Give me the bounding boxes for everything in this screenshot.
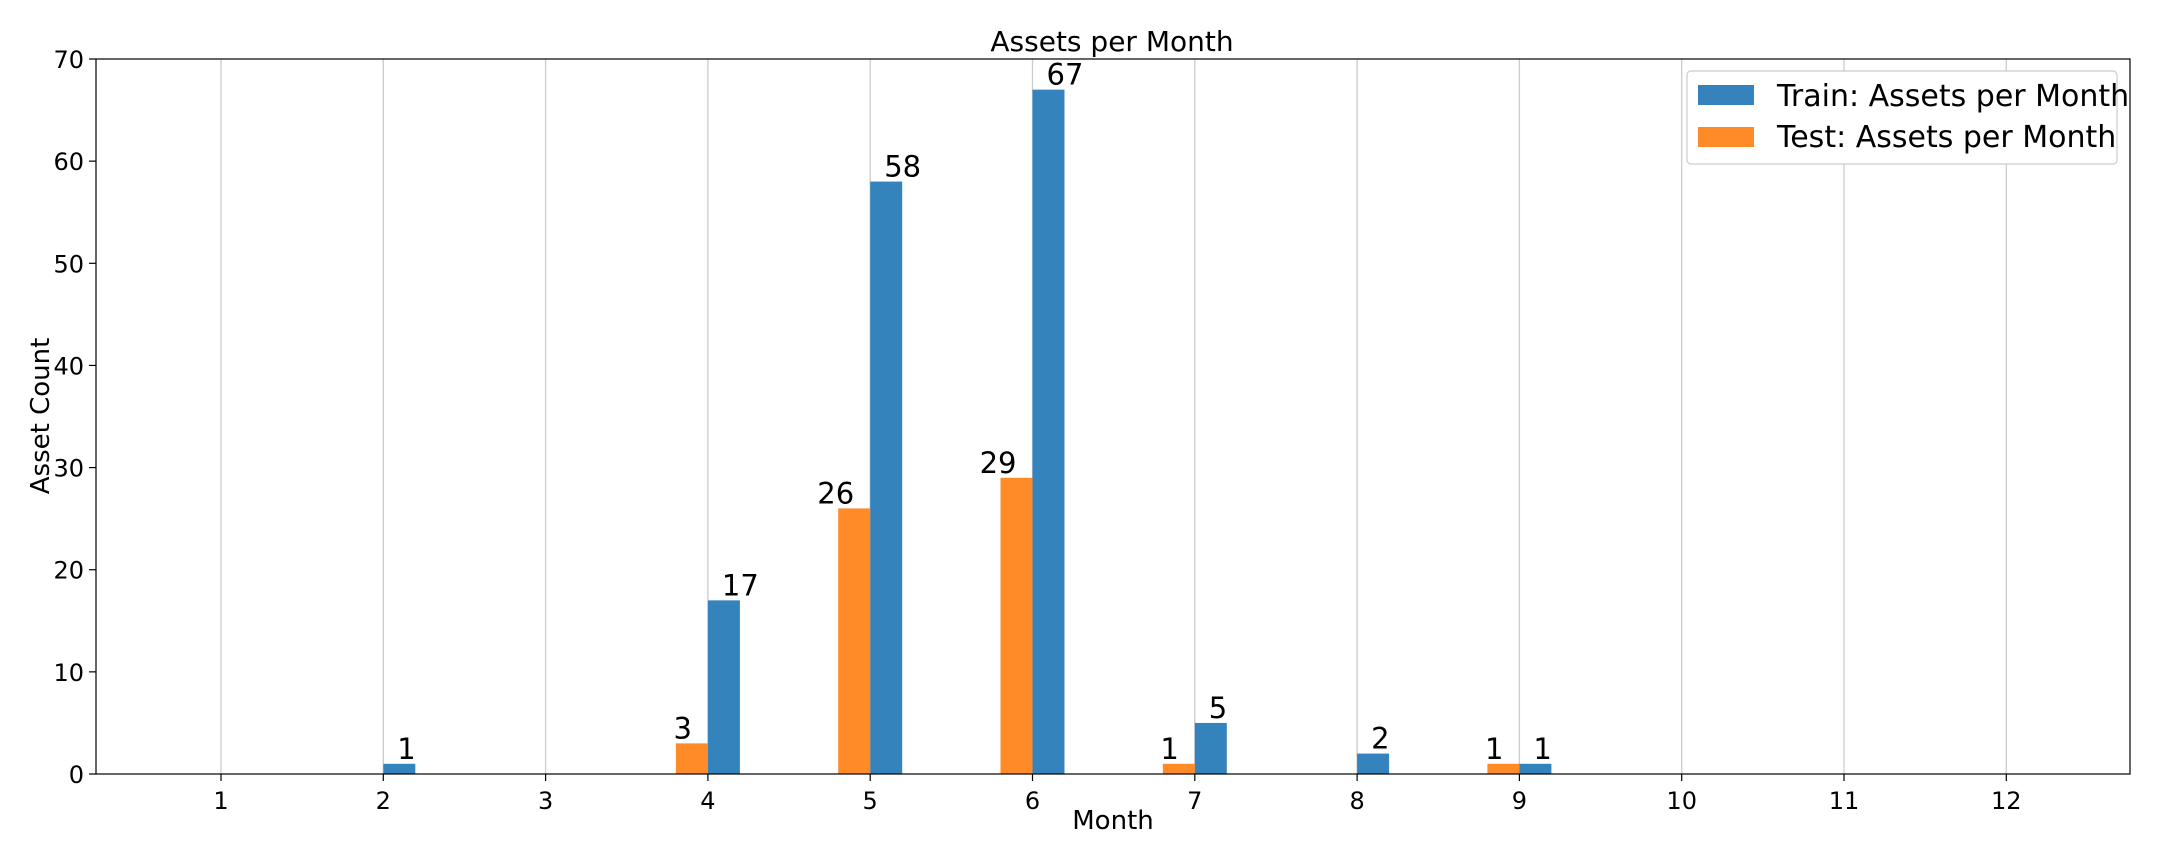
legend-frame — [1686, 70, 2118, 165]
y-tick-label: 10 — [53, 659, 84, 687]
x-tick-label: 1 — [213, 787, 228, 815]
bar-train — [1032, 89, 1065, 774]
x-axis-ticks: 1 2 3 4 5 6 7 8 9 10 11 12 — [213, 774, 2022, 815]
bar-train — [707, 600, 740, 774]
x-tick-label: 7 — [1187, 787, 1202, 815]
bar-train — [870, 181, 903, 775]
data-label-train: 1 — [1533, 732, 1551, 766]
grid-lines — [220, 59, 2007, 774]
x-tick-label: 5 — [863, 787, 878, 815]
y-axis-ticks: 0 10 20 30 40 50 60 70 — [53, 46, 96, 789]
y-tick-label: 20 — [53, 557, 84, 585]
bars — [383, 89, 1552, 775]
legend: Train: Assets per Month Test: Assets per… — [1686, 70, 2129, 165]
data-label-test: 1 — [1160, 732, 1178, 766]
bar-train — [1519, 763, 1552, 774]
data-label-train: 67 — [1047, 58, 1084, 92]
x-tick-label: 2 — [376, 787, 391, 815]
bar-train — [383, 763, 416, 774]
bar-test — [1487, 763, 1520, 774]
data-label-train: 5 — [1209, 691, 1227, 725]
x-tick-label: 3 — [538, 787, 553, 815]
data-label-test: 3 — [673, 711, 691, 745]
legend-swatch-test — [1698, 127, 1754, 147]
data-label-test: 26 — [817, 476, 854, 510]
x-axis-label: Month — [1072, 806, 1154, 836]
bar-test — [675, 743, 708, 774]
legend-label-train: Train: Assets per Month — [1776, 79, 2129, 114]
plot-frame — [95, 58, 2131, 775]
x-tick-label: 10 — [1666, 787, 1697, 815]
data-label-test: 29 — [980, 446, 1017, 480]
x-tick-label: 4 — [700, 787, 715, 815]
chart-title: Assets per Month — [990, 25, 1233, 58]
data-label-test: 1 — [1485, 732, 1503, 766]
bar-test — [1162, 763, 1195, 774]
y-tick-label: 60 — [53, 148, 84, 176]
x-tick-label: 8 — [1349, 787, 1364, 815]
y-axis-label: Asset Count — [26, 338, 56, 495]
data-label-train: 17 — [722, 568, 759, 602]
bar-train — [1194, 722, 1227, 774]
bar-train — [1357, 753, 1390, 774]
y-tick-label: 40 — [53, 352, 84, 380]
y-tick-label: 50 — [53, 250, 84, 278]
legend-label-test: Test: Assets per Month — [1776, 120, 2116, 155]
x-tick-label: 12 — [1991, 787, 2022, 815]
legend-swatch-train — [1698, 85, 1754, 105]
x-tick-label: 9 — [1512, 787, 1527, 815]
y-tick-label: 70 — [53, 46, 84, 74]
x-tick-label: 11 — [1829, 787, 1860, 815]
data-label-train: 2 — [1371, 722, 1389, 756]
x-tick-label: 6 — [1025, 787, 1040, 815]
y-tick-label: 0 — [69, 761, 84, 789]
bar-test — [1000, 477, 1033, 774]
bar-test — [838, 508, 871, 774]
data-label-train: 1 — [397, 732, 415, 766]
y-tick-label: 30 — [53, 455, 84, 483]
data-label-train: 58 — [884, 150, 921, 184]
